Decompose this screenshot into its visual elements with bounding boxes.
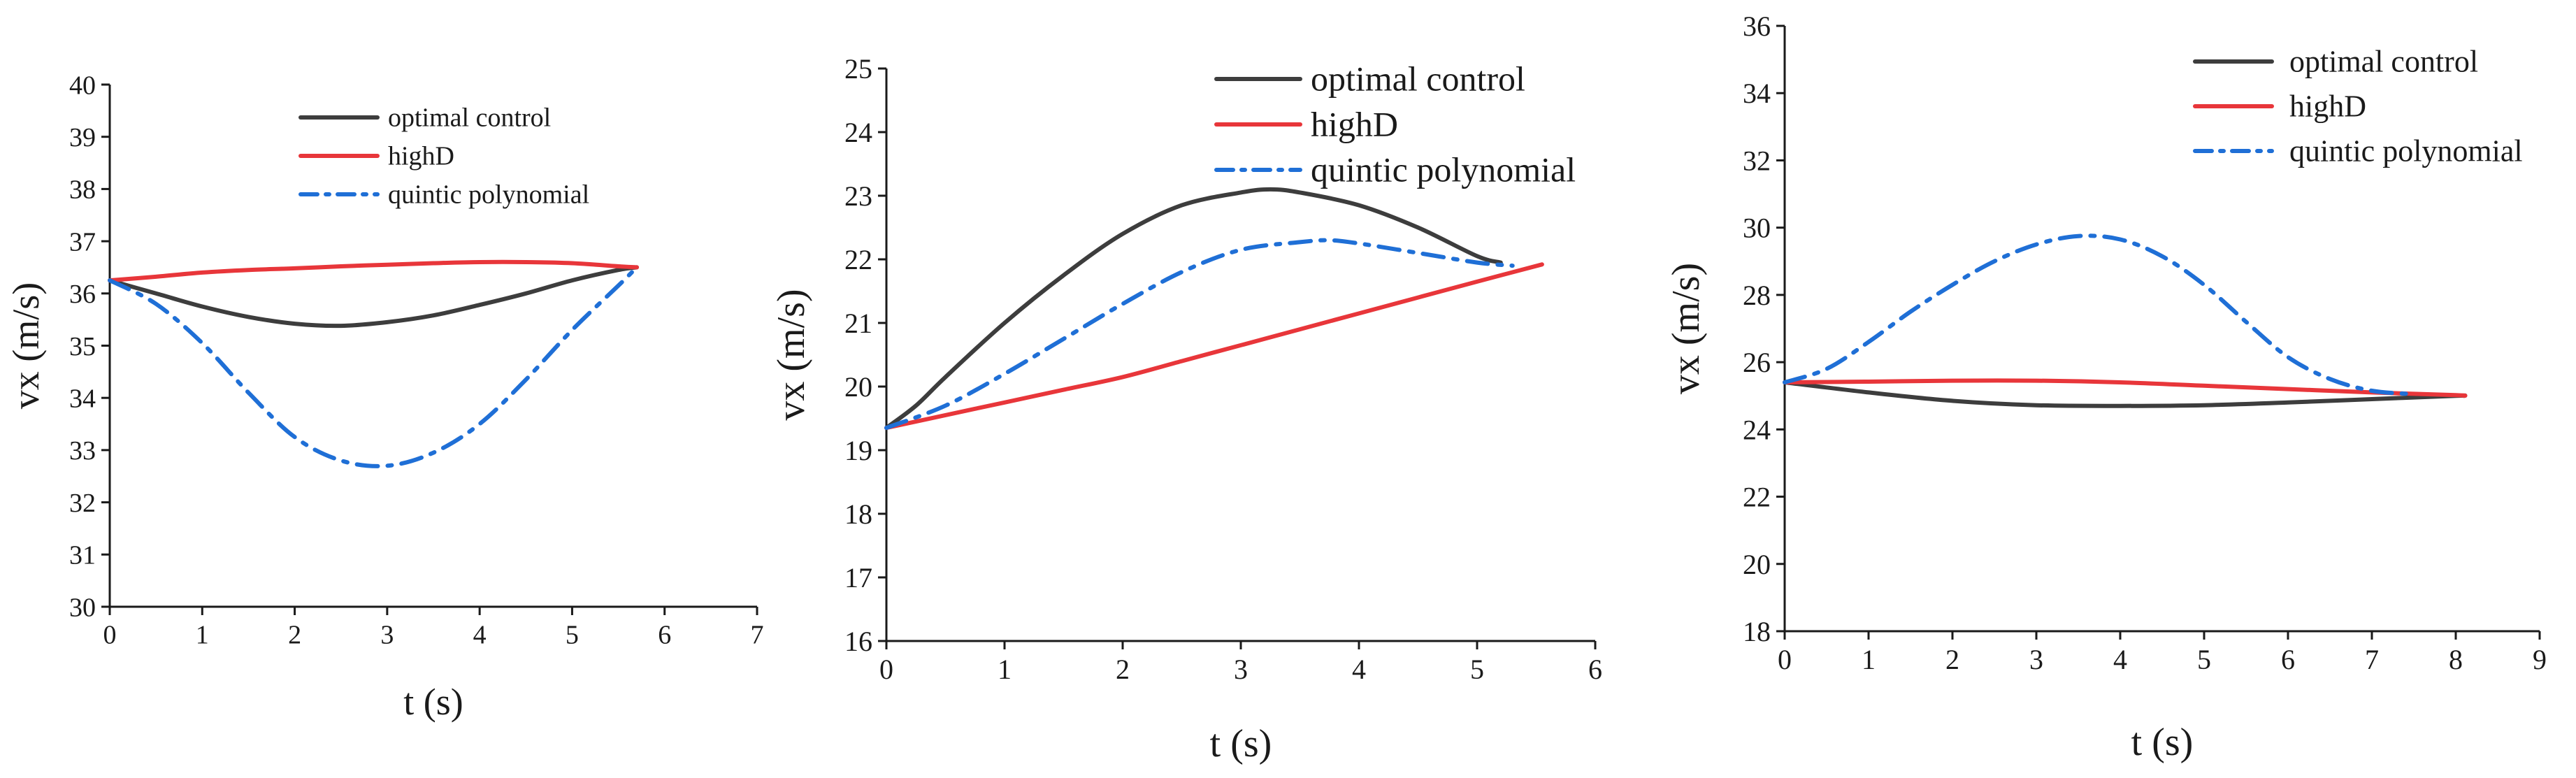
legend: optimal control highD quintic polynomial: [1214, 59, 1576, 189]
x-tick-label: 1: [1862, 644, 1876, 675]
y-tick-label: 38: [69, 175, 96, 205]
x-axis-label: t (s): [2131, 721, 2194, 764]
legend: optimal control highD quintic polynomial: [298, 103, 589, 210]
legend-label: optimal control: [2289, 45, 2478, 79]
series-line-quintic-polynomial: [108, 265, 639, 468]
x-tick-label: 0: [879, 654, 893, 685]
x-tick-label: 1: [196, 620, 209, 649]
y-axis-label: vx (m/s): [5, 282, 47, 410]
x-tick-label: 5: [566, 620, 579, 649]
y-tick-label: 39: [69, 123, 96, 152]
y-axis-label: vx (m/s): [770, 289, 813, 420]
y-tick-label: 20: [1743, 549, 1771, 580]
x-tick-label: 5: [2197, 644, 2211, 675]
x-tick-label: 4: [2113, 644, 2127, 675]
series-line-quintic-polynomial: [1783, 233, 2416, 396]
x-tick-label: 3: [1234, 654, 1248, 685]
y-tick-label: 36: [1743, 10, 1771, 42]
y-tick-label: 30: [69, 593, 96, 622]
y-tick-label: 34: [1743, 78, 1771, 109]
y-tick-label: 21: [844, 308, 872, 339]
legend-label: quintic polynomial: [2289, 134, 2523, 168]
y-tick-label: 19: [844, 435, 872, 466]
x-tick-label: 9: [2533, 644, 2547, 675]
legend-label: quintic polynomial: [1311, 150, 1576, 189]
x-tick-label: 6: [2281, 644, 2295, 675]
series-line-highD: [884, 262, 1544, 431]
series-line-optimal-control: [108, 265, 639, 329]
y-axis-label: vx (m/s): [1664, 263, 1708, 394]
y-tick-label: 36: [69, 280, 96, 309]
legend-label: optimal control: [1311, 59, 1525, 99]
x-tick-label: 5: [1470, 654, 1484, 685]
series-line-highD: [108, 259, 639, 283]
y-tick-label: 32: [69, 489, 96, 518]
y-tick-label: 24: [844, 117, 872, 148]
y-tick-label: 25: [844, 53, 872, 85]
y-tick-label: 40: [69, 71, 96, 100]
x-tick-label: 3: [2029, 644, 2043, 675]
series-line-optimal-control: [1783, 380, 2468, 408]
y-tick-label: 18: [1743, 616, 1771, 647]
y-tick-label: 20: [844, 371, 872, 403]
x-tick-label: 2: [288, 620, 301, 649]
y-tick-label: 31: [69, 541, 96, 570]
y-tick-label: 30: [1743, 212, 1771, 244]
y-tick-label: 22: [844, 244, 872, 275]
x-tick-label: 2: [1945, 644, 1959, 675]
x-tick-label: 4: [473, 620, 487, 649]
series-line-highD: [1783, 378, 2468, 398]
y-tick-label: 28: [1743, 280, 1771, 311]
legend-label: optimal control: [388, 103, 551, 133]
y-tick-label: 32: [1743, 145, 1771, 176]
series-line-quintic-polynomial: [884, 238, 1515, 431]
series-line-optimal-control: [884, 187, 1503, 431]
y-tick-label: 23: [844, 180, 872, 212]
y-tick-label: 35: [69, 332, 96, 361]
y-tick-label: 33: [69, 436, 96, 466]
y-tick-label: 17: [844, 562, 872, 593]
x-tick-label: 7: [751, 620, 764, 649]
x-tick-label: 4: [1352, 654, 1366, 685]
x-tick-label: 8: [2449, 644, 2463, 675]
x-axis-label: t (s): [1210, 722, 1272, 765]
x-axis-label: t (s): [403, 681, 463, 723]
y-tick-label: 22: [1743, 482, 1771, 513]
x-tick-label: 3: [380, 620, 394, 649]
legend: optimal control highD quintic polynomial: [2193, 45, 2523, 168]
y-tick-label: 18: [844, 498, 872, 530]
y-tick-label: 26: [1743, 347, 1771, 378]
y-tick-label: 34: [69, 384, 96, 414]
y-tick-label: 16: [844, 626, 872, 657]
x-tick-label: 6: [658, 620, 671, 649]
legend-label: quintic polynomial: [388, 180, 589, 210]
legend-label: highD: [2289, 89, 2366, 124]
y-tick-label: 24: [1743, 414, 1771, 445]
x-tick-label: 1: [998, 654, 1012, 685]
x-tick-label: 6: [1588, 654, 1602, 685]
y-tick-label: 37: [69, 227, 96, 257]
x-tick-label: 2: [1116, 654, 1130, 685]
legend-label: highD: [1311, 105, 1398, 144]
x-tick-label: 0: [103, 620, 117, 649]
x-tick-label: 7: [2365, 644, 2379, 675]
x-tick-label: 0: [1778, 644, 1792, 675]
legend-label: highD: [388, 142, 454, 171]
